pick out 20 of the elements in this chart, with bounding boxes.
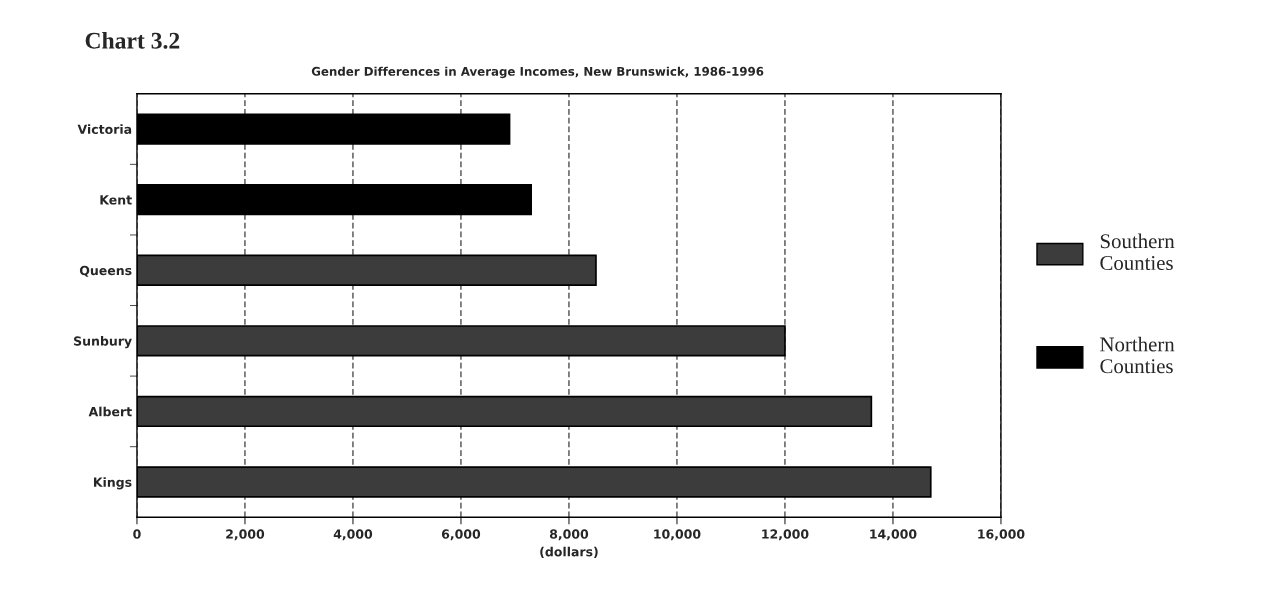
chart-subtitle: Gender Differences in Average Incomes, New Brunswick, 1986-1996	[311, 66, 764, 79]
x-tick-label: 4,000	[333, 529, 373, 541]
y-tick-label: Kings	[93, 477, 132, 490]
y-tick-label: Albert	[88, 406, 132, 417]
x-tick-label: 12,000	[762, 529, 809, 541]
y-tick-label: Kent	[100, 195, 132, 205]
y-tick-label: Victoria	[77, 124, 132, 134]
x-tick-label: 6,000	[441, 529, 481, 541]
legend-label: Southern Counties	[1100, 233, 1175, 271]
x-tick-label: 16,000	[978, 529, 1025, 541]
x-tick-label: 8,000	[549, 529, 589, 541]
y-tick-label: Sunbury	[74, 336, 132, 349]
x-tick-label: 14,000	[870, 529, 917, 541]
x-tick-label: 0	[133, 529, 141, 539]
x-tick-label: 10,000	[654, 529, 701, 541]
x-axis-title: (dollars)	[540, 546, 598, 558]
chart-title: Chart 3.2	[85, 32, 180, 49]
y-tick-label: Queens	[79, 265, 132, 277]
legend-label: Northern Counties	[1100, 336, 1175, 374]
x-tick-label: 2,000	[226, 529, 265, 541]
